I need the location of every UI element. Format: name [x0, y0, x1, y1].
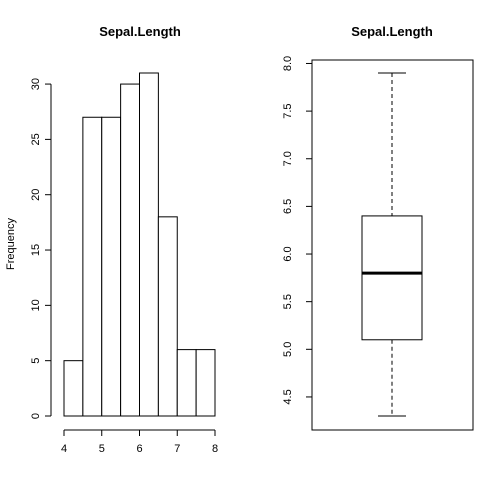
histogram-y-tick-label: 20: [30, 189, 42, 201]
histogram-y-axis-label: Frequency: [5, 218, 17, 270]
boxplot-y-axis: 4.5 5.0 5.5 6.0 6.5 7.0 7.5 8.0: [282, 56, 313, 405]
boxplot-y-tick-label: 6.0: [282, 246, 294, 261]
histogram-y-tick-label: 15: [30, 244, 42, 256]
histogram-x-tick-label: 5: [99, 443, 105, 455]
histogram-bar-5: [139, 72, 159, 417]
histogram-bar-4: [120, 83, 140, 417]
boxplot-panel: Sepal.Length 4.5 5.0 5.5 6.0 6.5 7.0 7.5 8.0: [282, 24, 474, 431]
histogram-y-tick-label: 10: [30, 299, 42, 311]
histogram-x-tick-label: 4: [61, 443, 67, 455]
histogram-bars: [63, 72, 216, 417]
histogram-x-axis: 4 5 6 7 8: [61, 429, 218, 455]
histogram-x-tick-label: 6: [136, 443, 142, 455]
histogram-y-tick-label: 0: [30, 413, 42, 419]
histogram-bar-3: [101, 116, 122, 417]
boxplot-y-tick-label: 8.0: [282, 56, 294, 71]
histogram-x-tick-label: 7: [174, 443, 180, 455]
boxplot-title: Sepal.Length: [351, 24, 433, 39]
histogram-bar-2: [82, 116, 103, 417]
histogram-y-tick-label: 25: [30, 133, 42, 145]
boxplot-y-tick-label: 7.0: [282, 151, 294, 166]
histogram-bar-6: [157, 216, 178, 417]
histogram-title: Sepal.Length: [99, 24, 181, 39]
histogram-bar-7: [176, 349, 197, 417]
boxplot-y-tick-label: 5.0: [282, 342, 294, 357]
histogram-bar-1: [63, 360, 84, 417]
histogram-panel: Sepal.Length Frequency 4 5 6 7 8 0 5 10 15 20 25 3…: [5, 24, 218, 455]
histogram-y-tick-label: 30: [30, 78, 42, 90]
boxplot-y-tick-label: 5.5: [282, 294, 294, 309]
histogram-y-axis: 0 5 10 15 20 25 30: [30, 78, 52, 419]
boxplot-iqr-box: [361, 215, 423, 341]
boxplot-y-tick-label: 4.5: [282, 389, 294, 404]
boxplot-y-tick-label: 6.5: [282, 199, 294, 214]
histogram-bar-8: [195, 349, 216, 417]
boxplot-shape: [361, 72, 423, 417]
boxplot-y-tick-label: 7.5: [282, 103, 294, 118]
histogram-x-tick-label: 8: [212, 443, 218, 455]
histogram-y-tick-label: 5: [30, 358, 42, 364]
